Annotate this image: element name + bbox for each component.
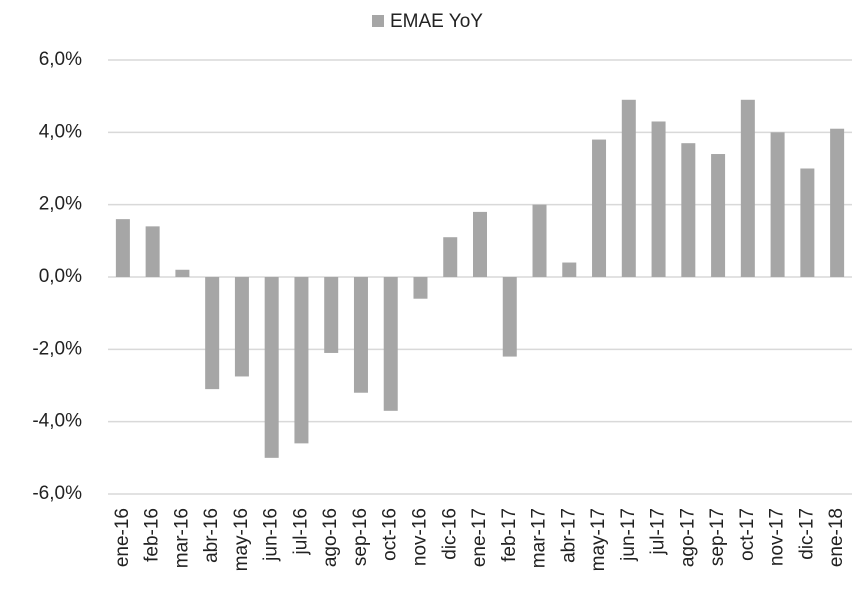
x-tick-label: mar-17 (529, 508, 550, 568)
x-tick-label: ene-18 (826, 508, 847, 567)
y-tick-label: 0,0% (39, 266, 82, 287)
bar (264, 277, 279, 458)
bar (681, 143, 696, 277)
y-tick-label: -2,0% (32, 338, 82, 359)
x-tick-label: feb-17 (499, 508, 520, 562)
bar (621, 99, 636, 278)
y-tick-label: 6,0% (39, 49, 82, 70)
x-tick-label: ene-17 (469, 508, 490, 567)
y-tick-label: -6,0% (32, 483, 82, 504)
x-tick-label: ago-16 (320, 508, 341, 567)
bar (205, 277, 220, 390)
bar (770, 132, 785, 277)
bar (294, 277, 309, 444)
y-tick-label: 2,0% (39, 194, 82, 215)
x-tick-label: abr-16 (201, 508, 222, 563)
bar (651, 121, 666, 277)
x-tick-label: oct-17 (737, 508, 758, 561)
bar (353, 277, 368, 393)
x-tick-label: nov-17 (767, 508, 788, 566)
y-tick-label: 4,0% (39, 121, 82, 142)
bar (234, 277, 249, 377)
bar (562, 262, 577, 277)
x-tick-label: ene-16 (112, 508, 133, 567)
x-tick-label: may-17 (588, 508, 609, 571)
bar (532, 204, 547, 277)
bar (145, 226, 160, 277)
y-tick-label: -4,0% (32, 411, 82, 432)
x-tick-label: may-16 (231, 508, 252, 571)
bar (711, 154, 726, 277)
bar (443, 237, 458, 277)
bar (830, 128, 845, 277)
bar (324, 277, 339, 353)
bar (740, 99, 755, 278)
bar (473, 211, 487, 277)
x-tick-label: feb-16 (142, 508, 163, 562)
bar (115, 219, 130, 277)
x-tick-label: sep-16 (350, 508, 371, 566)
x-tick-label: nov-16 (409, 508, 430, 566)
x-tick-label: jul-17 (648, 508, 669, 555)
bar (592, 139, 607, 277)
bar (413, 277, 428, 299)
x-tick-label: jun-16 (261, 508, 282, 562)
x-tick-label: jul-16 (290, 508, 311, 555)
legend-label: EMAE YoY (390, 11, 483, 32)
x-tick-label: mar-16 (171, 508, 192, 568)
bar (175, 269, 190, 277)
bar (800, 168, 815, 277)
x-tick-label: oct-16 (380, 508, 401, 561)
x-tick-label: jun-17 (618, 508, 639, 562)
legend-swatch (372, 15, 384, 27)
bar (502, 277, 517, 357)
bar (383, 277, 398, 411)
x-tick-label: dic-17 (796, 508, 817, 560)
x-tick-label: sep-17 (707, 508, 728, 566)
x-tick-label: abr-17 (558, 508, 579, 563)
x-tick-label: ago-17 (677, 508, 698, 567)
x-tick-label: dic-16 (439, 508, 460, 560)
